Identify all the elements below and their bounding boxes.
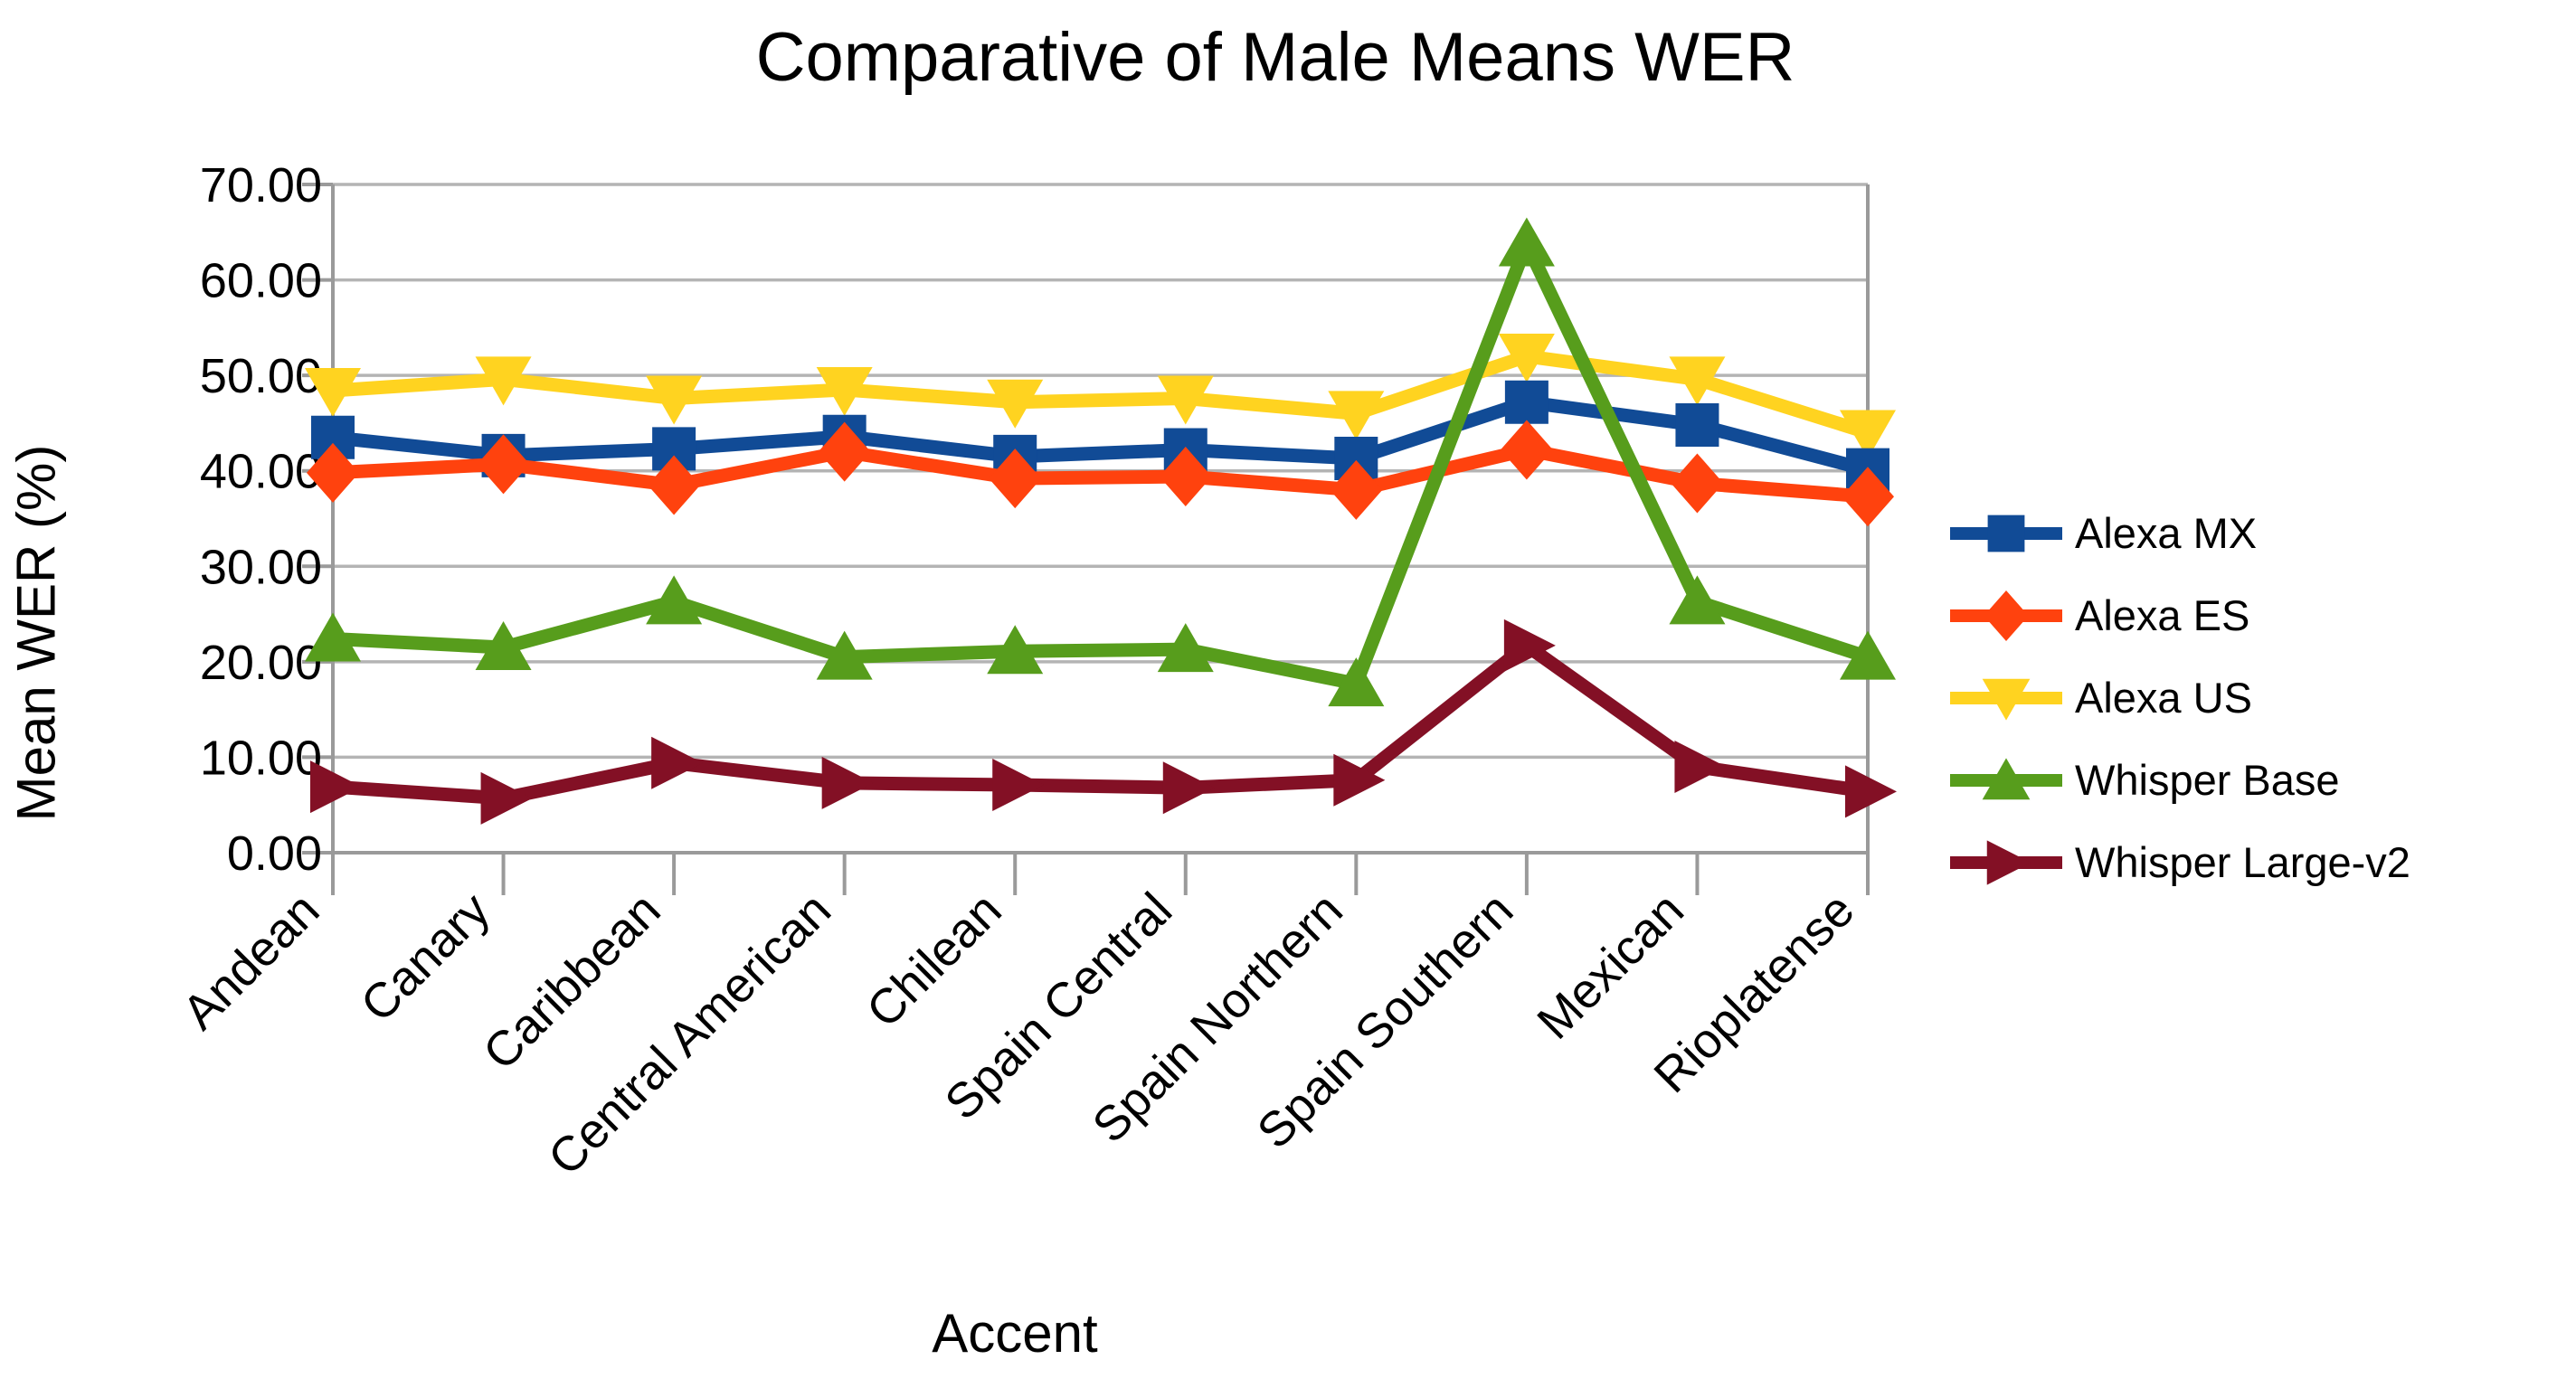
y-tick-label: 70.00 [200,158,322,212]
diamond-marker-icon [818,421,871,482]
diamond-marker-icon [1500,420,1553,480]
legend-item-label: Alexa ES [2075,591,2250,639]
series-line-alexa-mx [332,395,1870,477]
diamond-marker-icon [1330,459,1383,520]
legend-marker-icon [1950,757,2062,799]
y-tick-label: 60.00 [200,254,322,308]
y-tick-label: 40.00 [200,445,322,499]
diamond-marker-icon [1159,447,1212,507]
legend-item: Whisper Large-v2 [1950,821,2410,903]
legend-item: Alexa ES [1950,574,2410,656]
triangle-down-marker-icon [475,356,532,406]
x-category-label: Canary [351,883,501,1033]
triangle-right-marker-icon [480,771,533,825]
triangle-right-marker-icon [1162,761,1215,815]
y-axis-title: Mean WER (%) [5,444,67,822]
triangle-right-marker-icon [992,759,1045,812]
square-marker-icon [1675,403,1719,448]
triangle-up-marker-icon [1157,623,1214,673]
triangle-down-marker-icon [987,379,1044,429]
diamond-marker-icon [1671,453,1724,514]
y-tick-label: 50.00 [200,349,322,403]
legend-marker-icon [1950,839,2062,885]
triangle-down-marker-icon [646,375,703,425]
triangle-up-marker-icon [1498,217,1555,267]
legend-item: Whisper Base [1950,739,2410,821]
triangle-right-marker-icon [821,756,874,809]
x-category-label: Chilean [857,883,1012,1038]
triangle-up-marker-icon [987,625,1044,675]
legend-item: Alexa MX [1950,492,2410,574]
chart-title: Comparative of Male Means WER [755,19,1795,96]
triangle-down-marker-icon [1328,391,1385,440]
triangle-up-marker-icon [646,575,703,625]
x-category-label: Andean [172,883,329,1040]
diamond-marker-icon [648,455,701,515]
triangle-up-marker-icon [1328,657,1385,707]
legend-item-label: Alexa MX [2075,509,2258,557]
legend-item-label: Alexa US [2075,674,2252,722]
square-marker-icon [1504,380,1548,424]
triangle-right-marker-icon [651,736,704,789]
triangle-right-marker-icon [1333,753,1386,807]
series-line-alexa-us [332,349,1870,439]
triangle-right-marker-icon [1503,618,1556,672]
triangle-down-marker-icon [816,366,873,416]
legend-marker-icon [1950,678,2062,721]
legend-marker-icon [1950,590,2062,641]
diamond-marker-icon [1842,467,1894,527]
triangle-down-marker-icon [1498,334,1555,383]
triangle-up-marker-icon [1840,630,1896,680]
triangle-up-marker-icon [1669,575,1726,625]
triangle-right-marker-icon [310,760,362,814]
triangle-up-marker-icon [305,612,361,662]
legend-item: Alexa US [1950,656,2410,739]
square-marker-icon [1334,436,1378,480]
x-axis-title: Accent [932,1303,1098,1364]
triangle-down-marker-icon [1669,356,1726,406]
diamond-marker-icon [477,434,530,495]
triangle-down-marker-icon [305,368,361,418]
triangle-down-marker-icon [1840,410,1896,459]
series-line-alexa-es [332,442,1869,504]
y-tick-label: 20.00 [200,636,322,690]
y-tick-label: 10.00 [200,731,322,785]
series-line-whisper-large-v2 [332,637,1870,806]
legend: Alexa MX Alexa ES Alexa US Whisper Base Whis… [1950,492,2410,903]
x-category-label: Central American [538,883,841,1185]
triangle-right-marker-icon [1845,765,1897,818]
y-tick-label: 0.00 [227,826,322,881]
series-line-whisper-base [332,226,1870,692]
triangle-up-marker-icon [816,630,873,680]
square-marker-icon [311,415,355,459]
diamond-marker-icon [307,442,359,503]
triangle-down-marker-icon [1157,375,1214,425]
triangle-up-marker-icon [475,621,532,671]
legend-marker-icon [1950,515,2062,552]
legend-item-label: Whisper Base [2075,756,2340,804]
legend-item-label: Whisper Large-v2 [2075,838,2410,886]
x-category-label: Mexican [1527,883,1694,1050]
triangle-right-marker-icon [1674,740,1727,793]
diamond-marker-icon [989,449,1042,509]
square-marker-icon [652,427,696,471]
y-tick-label: 30.00 [200,540,322,594]
